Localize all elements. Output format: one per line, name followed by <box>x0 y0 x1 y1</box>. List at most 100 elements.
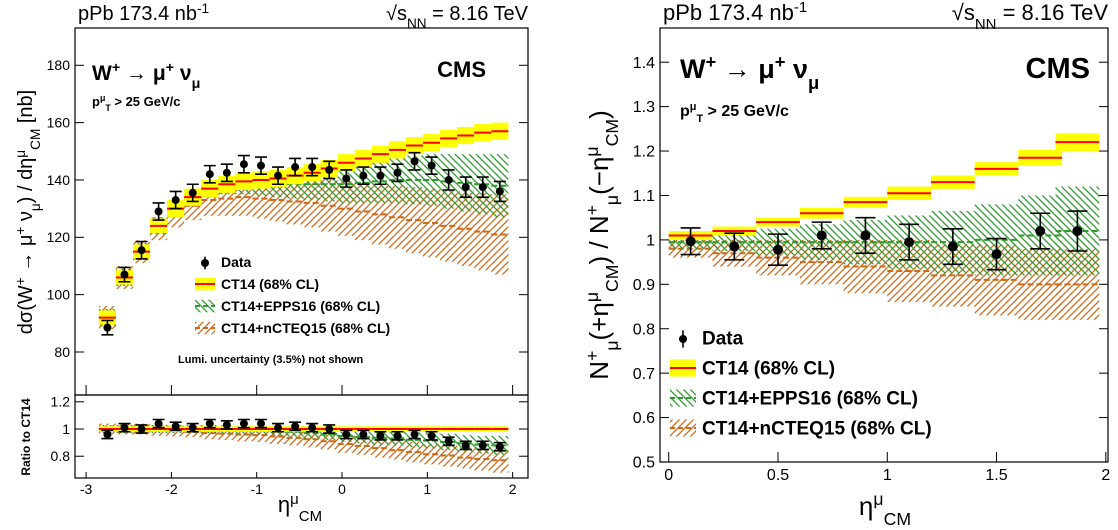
text-part: CM <box>884 509 911 529</box>
y-tick-label: 0.8 <box>633 321 655 338</box>
y-axis-title: N+μ(+ημCM) / N+μ(−ημCM) <box>582 110 622 380</box>
legend-label: CT14+EPPS16 (68% CL) <box>221 298 380 314</box>
data-point <box>729 241 740 252</box>
text-part: μ <box>808 72 819 93</box>
text-part: -1 <box>197 1 209 16</box>
cut-label: pμT > 25 GeV/c <box>92 93 181 113</box>
x-tick-label: -3 <box>80 481 93 497</box>
text-part: -1 <box>794 0 807 16</box>
experiment-label: CMS <box>437 57 486 82</box>
y-tick-label: 180 <box>47 57 71 73</box>
y-tick-label: 0.8 <box>51 448 71 464</box>
text-part: T <box>696 113 703 125</box>
plot-area <box>668 133 1100 320</box>
text-part: + <box>582 205 602 215</box>
text-part: CM <box>602 265 622 292</box>
data-point <box>685 236 696 247</box>
text-part: → μ <box>716 54 775 84</box>
text-part: ν <box>174 62 192 85</box>
y-tick-label: 0.7 <box>633 366 655 383</box>
hatched-band <box>406 155 424 205</box>
text-part: dσ(W <box>15 285 37 334</box>
text-part: + <box>166 60 174 76</box>
y-tick-label: 100 <box>47 287 71 303</box>
data-point <box>154 419 163 428</box>
energy-label: √sNN = 8.16 TeV <box>952 0 1109 33</box>
text-part: μ <box>192 76 201 92</box>
data-point <box>103 323 112 332</box>
data-point <box>444 437 453 446</box>
text-part: = 8.16 TeV <box>996 0 1108 25</box>
data-point <box>495 442 504 451</box>
text-part: + <box>112 60 120 76</box>
y-tick-label: 1 <box>62 421 70 437</box>
data-point <box>308 423 317 432</box>
data-point <box>427 161 436 170</box>
text-part: + <box>13 277 28 285</box>
y-axis-title: Ratio to CT14 <box>19 398 33 476</box>
text-part: ) / N <box>584 215 614 264</box>
y-tick-label: 0.6 <box>633 410 655 427</box>
x-tick-label: 2 <box>1101 467 1110 484</box>
y-tick-label: 160 <box>47 115 71 131</box>
text-part: μ <box>690 101 697 113</box>
data-point <box>342 430 351 439</box>
y-tick-label: 1 <box>646 232 655 249</box>
data-point <box>274 171 283 180</box>
text-part: W <box>92 62 112 85</box>
text-part: p <box>92 94 100 109</box>
data-point <box>137 425 146 434</box>
data-point <box>359 430 368 439</box>
text-part: CM <box>28 129 43 150</box>
legend-label: Data <box>221 254 252 270</box>
text-part: NN <box>407 16 427 31</box>
data-point <box>461 441 470 450</box>
data-point <box>1035 226 1046 237</box>
data-point <box>495 187 504 196</box>
data-point <box>291 163 300 172</box>
data-point <box>478 183 487 192</box>
text-part: η <box>278 492 290 517</box>
data-point <box>239 419 248 428</box>
process-label: W+ → μ+ νμ <box>92 60 200 92</box>
data-point <box>205 419 214 428</box>
data-point <box>478 441 487 450</box>
text-part: √s <box>386 3 407 25</box>
frame <box>74 394 529 479</box>
plot-area <box>98 418 509 473</box>
x-tick-label: 1 <box>883 467 892 484</box>
text-part: = 8.16 TeV <box>427 3 529 25</box>
x-tick-label: -1 <box>250 481 263 497</box>
text-part: + <box>705 51 716 72</box>
text-part: > 25 GeV/c <box>703 103 789 120</box>
x-tick-label: 0 <box>664 467 673 484</box>
data-point <box>904 237 915 248</box>
data-point <box>461 183 470 192</box>
y-tick-label: 1.4 <box>633 55 655 72</box>
data-point <box>120 423 129 432</box>
hatched-band <box>423 154 441 206</box>
data-point <box>205 170 214 179</box>
text-part: T <box>105 103 111 113</box>
x-axis-title: ημCM <box>859 489 911 529</box>
data-point <box>103 430 112 439</box>
data-point <box>222 420 231 429</box>
legend-swatch <box>201 259 209 267</box>
data-point <box>222 168 231 177</box>
text-part: → μ <box>15 235 37 278</box>
data-point <box>188 423 197 432</box>
text-part: + <box>13 227 28 235</box>
text-part: > 25 GeV/c <box>111 94 181 109</box>
legend-label: CT14+nCTEQ15 (68% CL) <box>221 320 390 336</box>
cut-label: pμT > 25 GeV/c <box>680 101 789 125</box>
data-point <box>325 425 334 434</box>
hatched-band <box>320 429 338 440</box>
text-part: √s <box>952 0 975 25</box>
data-point <box>256 419 265 428</box>
text-part: ν <box>785 54 808 84</box>
y-tick-label: 1.2 <box>51 394 71 410</box>
text-part: μ <box>873 489 883 509</box>
data-point <box>947 241 958 252</box>
text-part: ) <box>584 110 614 119</box>
